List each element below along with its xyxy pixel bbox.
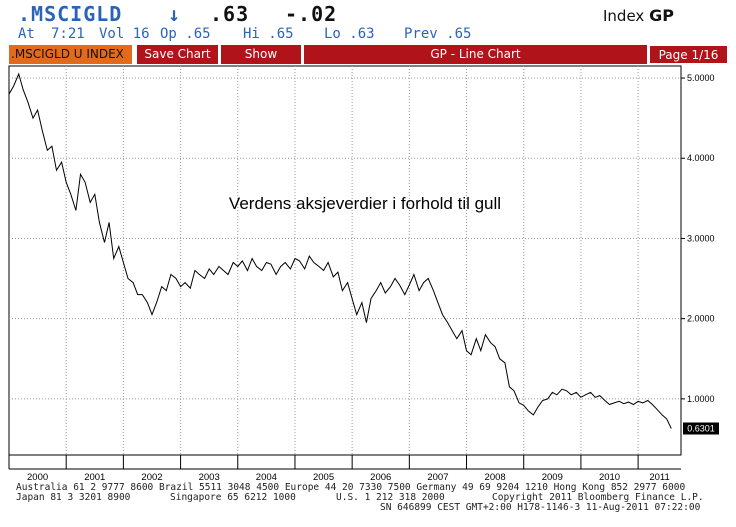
quote-time: 7:21 xyxy=(51,26,85,42)
down-arrow-icon: ↓ xyxy=(168,2,181,26)
footer-line-3: SN 646899 CEST GMT+2:00 H178-1146-3 11-A… xyxy=(380,502,701,513)
last-value-box xyxy=(683,422,719,435)
y-tick-label: 2.0000 xyxy=(687,314,715,324)
page-indicator[interactable]: Page 1/16 xyxy=(649,45,728,64)
x-tick-label: 2011 xyxy=(649,472,669,481)
x-tick-label: 2002 xyxy=(141,472,162,481)
plot-area xyxy=(8,65,682,456)
quote-line: At 7:21 Vol 16 Op .65 Hi .65 Lo .63 Prev… xyxy=(0,26,736,44)
y-tick-label: 4.0000 xyxy=(687,153,715,163)
quote-open: Op .65 xyxy=(160,26,211,42)
y-tick-label: 1.0000 xyxy=(687,394,715,404)
line-chart: Verdens aksjeverdier i forhold til gull … xyxy=(8,65,719,481)
x-tick-label: 2010 xyxy=(599,472,620,481)
chart-title: Verdens aksjeverdier i forhold til gull xyxy=(229,194,501,213)
x-tick-label: 2007 xyxy=(427,472,448,481)
footer-japan: Japan 81 3 3201 8900 xyxy=(16,492,131,503)
x-tick-label: 2001 xyxy=(84,472,105,481)
price-change: -.02 xyxy=(285,2,338,26)
quote-prev: Prev .65 xyxy=(404,26,472,42)
quote-volume: Vol 16 xyxy=(99,26,150,42)
quote-high: Hi .65 xyxy=(243,26,294,42)
last-price: .63 xyxy=(210,2,250,26)
quote-low: Lo .63 xyxy=(324,26,375,42)
x-tick-label: 2005 xyxy=(313,472,334,481)
quote-header: .MSCIGLD ↓ .63 -.02 Index GP xyxy=(0,0,736,26)
chart-toolbar: .MSCIGLD U INDEX Save Chart Show GP - Li… xyxy=(0,45,736,64)
footer-singapore: Singapore 65 6212 1000 xyxy=(170,492,296,503)
ticker-symbol[interactable]: .MSCIGLD xyxy=(18,2,123,26)
chart-type-title: GP - Line Chart xyxy=(304,45,647,64)
gridlines xyxy=(9,77,681,400)
y-tick-label: 3.0000 xyxy=(687,233,715,243)
save-chart-button[interactable]: Save Chart xyxy=(137,45,218,64)
y-axis: 1.0000 2.0000 3.0000 4.0000 5.0000 xyxy=(681,73,715,404)
function-code: GP xyxy=(649,6,674,25)
security-field[interactable]: .MSCIGLD U INDEX xyxy=(9,45,132,64)
x-tick-label: 2009 xyxy=(542,472,563,481)
x-gridlines xyxy=(65,66,639,455)
footer: Australia 61 2 9777 8600 Brazil 5511 304… xyxy=(0,481,736,527)
quote-at: At xyxy=(18,26,35,42)
index-label: Index GP xyxy=(603,6,674,25)
x-tick-label: 2008 xyxy=(485,472,506,481)
x-tick-label: 2006 xyxy=(370,472,391,481)
index-word: Index xyxy=(603,7,645,25)
footer-line-1: Australia 61 2 9777 8600 Brazil 5511 304… xyxy=(16,482,686,493)
last-value-label: 0.6301 xyxy=(687,424,715,434)
x-tick-label: 2000 xyxy=(27,472,48,481)
x-tick-label: 2004 xyxy=(256,472,277,481)
last-value-tag: 0.6301 xyxy=(683,422,719,435)
footer-us: U.S. 1 212 318 2000 xyxy=(336,492,445,503)
show-button[interactable]: Show xyxy=(221,45,301,64)
x-axis: 2000 2001 2002 2003 2004 2005 2006 2007 2008 2009… xyxy=(8,455,681,481)
x-tick-label: 2003 xyxy=(199,472,220,481)
footer-copyright: Copyright 2011 Bloomberg Finance L.P. xyxy=(492,492,704,503)
y-tick-label: 5.0000 xyxy=(687,73,715,83)
series-line xyxy=(8,72,672,429)
